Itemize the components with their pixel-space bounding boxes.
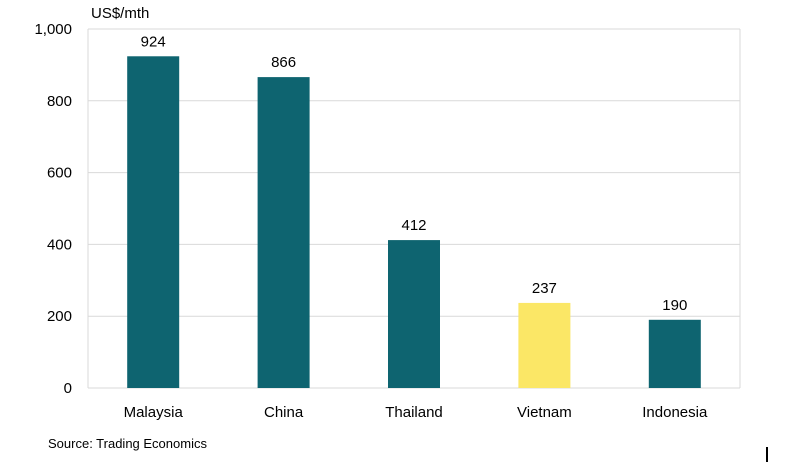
bar-thailand bbox=[388, 240, 440, 388]
bar-china bbox=[257, 77, 310, 388]
y-axis-ticks: 0 200 400 600 800 1,000 bbox=[34, 21, 72, 397]
y-tick-label: 1,000 bbox=[34, 21, 72, 38]
bar-malaysia bbox=[127, 56, 180, 389]
x-category-label: Malaysia bbox=[124, 404, 184, 421]
y-axis-unit-label: US$/mth bbox=[91, 5, 149, 22]
x-axis-categories: Malaysia China Thailand Vietnam Indonesia bbox=[124, 404, 708, 421]
data-label-indonesia: 190 bbox=[662, 297, 687, 314]
x-category-label: Indonesia bbox=[642, 404, 708, 421]
x-category-label: Thailand bbox=[385, 404, 443, 421]
y-tick-label: 600 bbox=[47, 165, 72, 182]
data-label-vietnam: 237 bbox=[532, 280, 557, 297]
x-category-label: China bbox=[264, 404, 304, 421]
y-tick-label: 400 bbox=[47, 236, 72, 253]
bars bbox=[127, 56, 701, 389]
source-note: Source: Trading Economics bbox=[48, 436, 207, 451]
data-label-china: 866 bbox=[271, 54, 296, 71]
data-label-thailand: 412 bbox=[401, 217, 426, 234]
y-tick-label: 200 bbox=[47, 308, 72, 325]
x-category-label: Vietnam bbox=[517, 404, 572, 421]
y-tick-label: 800 bbox=[47, 93, 72, 110]
bar-vietnam bbox=[518, 302, 571, 388]
bar-indonesia bbox=[648, 319, 701, 388]
text-cursor bbox=[766, 447, 768, 462]
data-label-malaysia: 924 bbox=[141, 33, 166, 50]
data-labels: 924 866 412 237 190 bbox=[141, 33, 688, 314]
y-tick-label: 0 bbox=[64, 380, 72, 397]
